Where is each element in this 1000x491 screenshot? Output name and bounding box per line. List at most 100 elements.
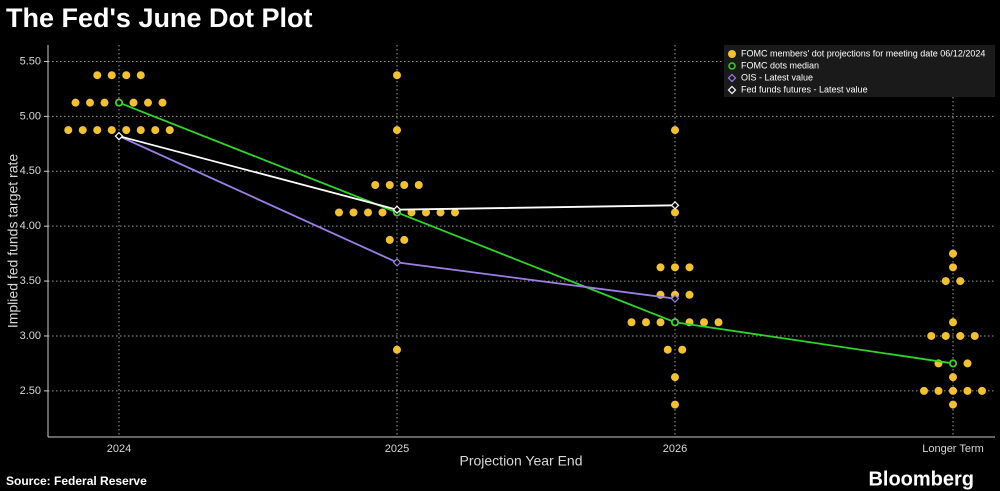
legend-marker	[727, 73, 737, 83]
dot	[934, 386, 943, 395]
legend-label: FOMC members' dot projections for meetin…	[741, 48, 985, 58]
x-tick-label: 2026	[663, 443, 687, 455]
legend-label: Fed funds futures - Latest value	[741, 84, 868, 94]
dot	[393, 71, 401, 80]
dot	[93, 71, 102, 80]
y-tick-label: 3.00	[20, 330, 41, 342]
dot	[436, 208, 445, 217]
chart-title: The Fed's June Dot Plot	[6, 3, 312, 33]
x-tick-label: 2025	[385, 443, 409, 455]
dot	[927, 331, 936, 340]
dot	[385, 181, 394, 189]
dot	[151, 126, 160, 135]
dot	[671, 400, 679, 409]
dot	[393, 345, 401, 354]
dot	[663, 345, 672, 354]
x-tick-label: Longer Term	[922, 443, 984, 455]
legend-box	[724, 45, 995, 97]
dot	[107, 71, 116, 80]
dot	[671, 208, 679, 217]
dot	[714, 318, 723, 327]
series-line	[118, 101, 954, 365]
dot	[78, 126, 87, 135]
dot	[158, 98, 167, 107]
dot	[656, 263, 665, 272]
dot	[949, 373, 957, 382]
dot	[100, 98, 109, 107]
dot	[963, 359, 972, 368]
dot	[949, 249, 957, 258]
dot	[71, 98, 80, 107]
dot	[107, 126, 116, 135]
x-tick-label: 2024	[107, 443, 131, 455]
dot	[949, 318, 957, 327]
dot	[400, 181, 409, 189]
dot	[949, 386, 957, 395]
dot	[165, 126, 174, 135]
dot	[414, 181, 423, 189]
dot	[122, 71, 131, 80]
dot	[956, 331, 965, 340]
dot	[685, 263, 694, 272]
dot	[970, 331, 979, 340]
dot	[122, 126, 131, 135]
dot	[335, 208, 343, 217]
dot	[371, 181, 380, 189]
dot	[671, 263, 679, 272]
y-tick-label: 5.00	[20, 110, 41, 122]
y-tick-label: 2.50	[20, 385, 41, 397]
dot	[941, 331, 950, 340]
marker	[671, 318, 679, 327]
marker	[114, 131, 124, 141]
brand: Bloomberg	[868, 468, 974, 490]
dot	[422, 208, 430, 217]
dot	[963, 386, 972, 395]
y-axis-title: Implied fed funds target rate	[5, 154, 21, 329]
dot	[349, 208, 358, 217]
dot	[451, 208, 459, 217]
dot	[378, 208, 387, 217]
dot	[136, 71, 145, 80]
y-tick-label: 5.50	[20, 55, 41, 67]
marker	[670, 294, 680, 303]
source: Source: Federal Reserve	[6, 474, 147, 488]
dot	[941, 277, 950, 286]
dot	[144, 98, 152, 107]
x-axis-title: Projection Year End	[460, 453, 583, 469]
dot	[129, 98, 138, 107]
marker	[949, 359, 957, 368]
dot	[685, 290, 694, 299]
dot	[949, 400, 957, 409]
dot	[956, 277, 965, 286]
dot	[136, 126, 145, 135]
dot	[385, 235, 394, 244]
marker	[392, 205, 402, 215]
dot	[656, 318, 665, 327]
dot	[678, 345, 687, 354]
dot	[393, 126, 401, 135]
legend-marker	[728, 62, 736, 70]
marker	[392, 258, 402, 267]
dot	[364, 208, 372, 217]
y-tick-label: 4.00	[20, 220, 41, 232]
dot	[93, 126, 102, 135]
dot	[671, 373, 679, 382]
legend-marker	[728, 50, 736, 58]
y-tick-label: 4.50	[20, 165, 41, 177]
dot	[920, 386, 928, 395]
dot	[86, 98, 94, 107]
dot	[949, 263, 957, 272]
marker	[115, 98, 123, 107]
dot	[627, 318, 636, 327]
legend-label: OIS - Latest value	[741, 72, 813, 82]
dot	[978, 386, 986, 395]
legend-label: FOMC dots median	[741, 60, 819, 70]
y-tick-label: 3.50	[20, 275, 41, 287]
dot	[700, 318, 708, 327]
dot	[671, 126, 679, 135]
dot	[64, 126, 73, 135]
dot	[407, 208, 416, 217]
dot	[400, 235, 409, 244]
dot	[642, 318, 650, 327]
